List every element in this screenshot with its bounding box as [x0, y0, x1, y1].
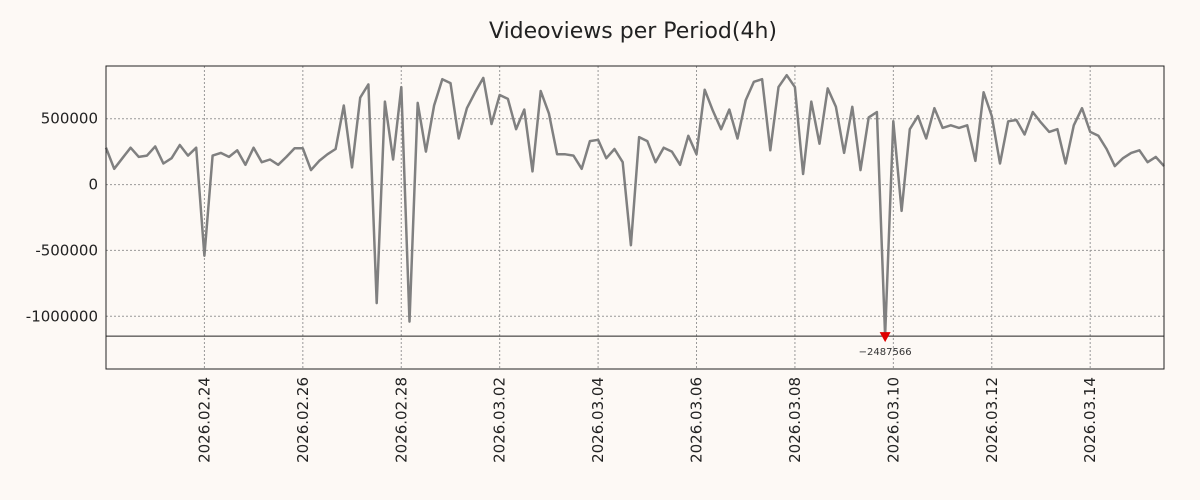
- x-tick-label: 2026.02.28: [392, 377, 410, 463]
- series-line-videoviews: [104, 73, 1165, 338]
- x-axis-ticks: 2026.02.24 2026.02.26 2026.02.28 2026.03.02…: [195, 377, 1099, 463]
- clipped-point-label: −2487566: [859, 347, 912, 358]
- clipped-point-marker: [879, 332, 891, 343]
- x-tick-label: 2026.02.24: [195, 377, 213, 463]
- y-tick-label: 500000: [41, 110, 98, 128]
- y-tick-label: 0: [88, 176, 98, 194]
- x-tick-label: 2026.03.14: [1081, 377, 1099, 463]
- y-axis-ticks: 500000 0 -500000 -1000000: [26, 110, 98, 326]
- y-tick-label: -1000000: [26, 307, 98, 325]
- plot-area: [105, 65, 1165, 370]
- x-tick-label: 2026.03.12: [983, 377, 1001, 463]
- x-tick-label: 2026.03.10: [884, 377, 902, 463]
- x-tick-label: 2026.02.26: [294, 377, 312, 463]
- clipped-points-layer: −2487566: [859, 332, 912, 358]
- x-tick-label: 2026.03.02: [491, 377, 509, 463]
- chart-title: Videoviews per Period(4h): [489, 19, 777, 44]
- x-tick-label: 2026.03.04: [589, 377, 607, 463]
- x-tick-label: 2026.03.08: [786, 377, 804, 463]
- series-layer: [104, 73, 1165, 338]
- grid-lines: [106, 66, 1164, 369]
- y-tick-label: -500000: [35, 241, 98, 259]
- x-tick-label: 2026.03.06: [688, 377, 706, 463]
- plot-border: [105, 65, 1165, 370]
